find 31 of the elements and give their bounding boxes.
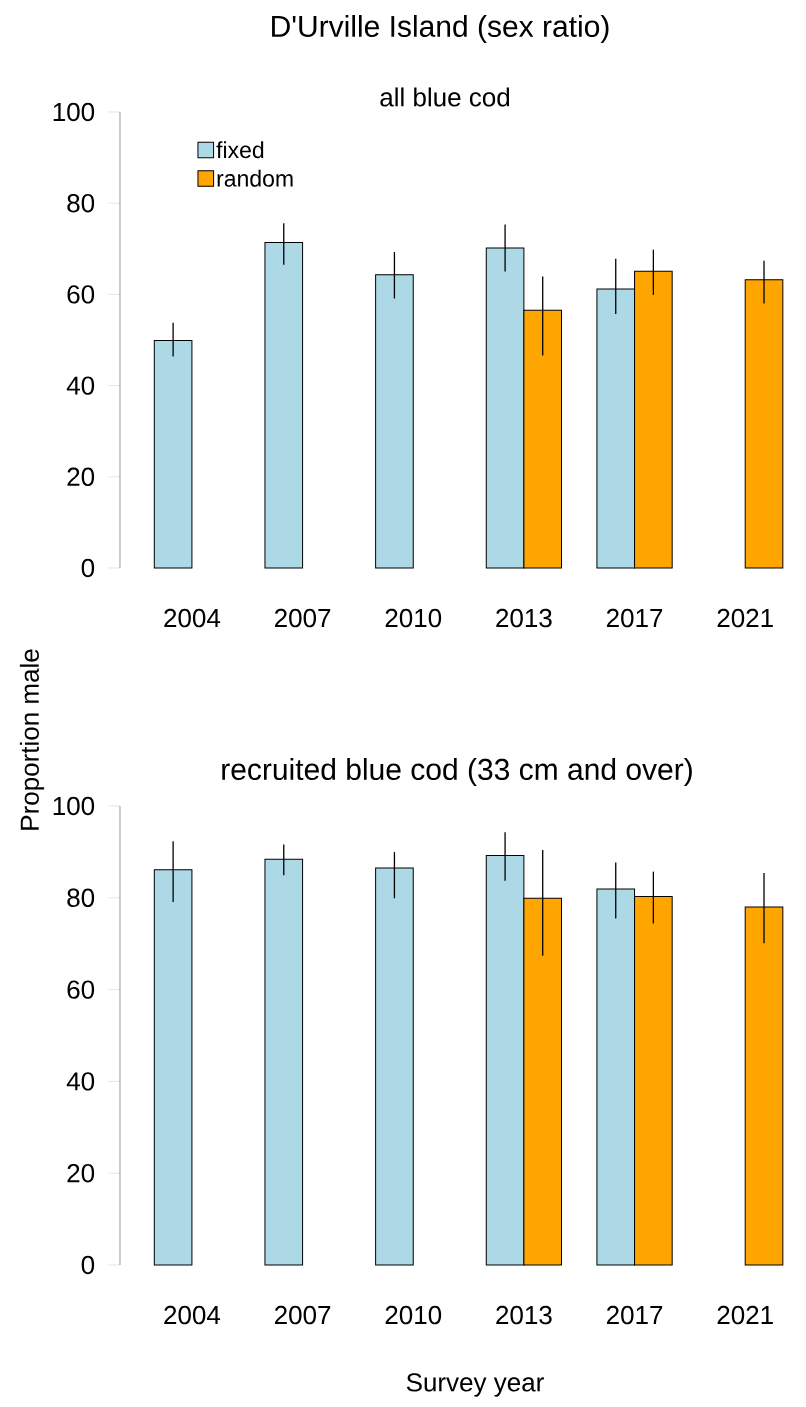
y-tick-label: 20 [67,1163,95,1183]
y-tick-label: 20 [67,467,95,486]
x-tick-label: 2004 [164,1305,221,1325]
y-tick-label: 60 [67,285,95,304]
x-tick-label: 2007 [274,1305,331,1325]
x-tick-label: 2004 [164,608,221,628]
x-tick-label: 2007 [274,608,331,628]
y-tick-label: 80 [67,888,95,907]
x-tick-label: 2010 [385,1305,442,1325]
x-tick-label: 2013 [496,1305,552,1325]
y-tick-label: 0 [81,1255,95,1275]
y-axis-title: Proportion male [19,649,45,830]
y-tick-label: 0 [81,558,95,578]
y-tick-label: 40 [66,376,95,395]
x-tick-label: 2017 [606,1305,663,1325]
y-tick-label: 80 [67,193,95,213]
y-tick-label: 40 [66,1072,95,1091]
x-tick-label: 2017 [606,608,663,628]
legend-label: random [217,169,293,187]
chart-subtitle: all blue cod [380,87,510,107]
legend-label: fixed [216,141,264,159]
x-tick-label: 2021 [717,1305,773,1325]
chart-title: recruited blue cod (33 cm and over) [222,758,692,786]
x-tick-label: 2013 [496,608,552,628]
x-tick-label: 2010 [385,608,442,628]
x-tick-label: 2021 [717,608,773,628]
y-tick-label: 100 [53,796,95,816]
y-tick-label: 60 [67,980,95,999]
x-axis-title: Survey year [406,1373,544,1397]
chart-title: D'Urville Island (sex ratio) [272,14,609,43]
y-tick-label: 100 [53,102,95,122]
